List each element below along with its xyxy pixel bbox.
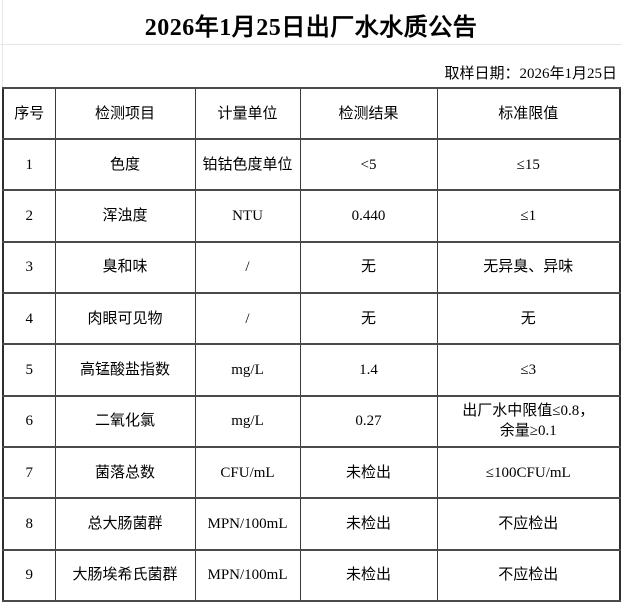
page-title: 2026年1月25日出厂水水质公告 [144, 15, 478, 41]
table-cell: 1.4 [299, 343, 438, 397]
table-row: 2 浑浊度 NTU 0.440 ≤1 [2, 189, 621, 243]
sampling-date-label: 取样日期：2026年1月25日 [444, 66, 617, 82]
table-cell: 无 [299, 240, 438, 294]
table-row: 4 肉眼可见物 / 无无 [2, 291, 621, 346]
table-header-cell: 检测结果 [299, 87, 438, 140]
table-cell: 0.440 [299, 189, 438, 243]
table-cell: MPN/100mL [194, 497, 301, 551]
table-cell: ≤1 [436, 189, 621, 243]
table-cell: <5 [299, 137, 438, 192]
table-header-cell: 标准限值 [436, 87, 621, 140]
table-cell: 8 [2, 497, 56, 551]
table-cell: ≤15 [436, 137, 621, 192]
table-cell: 浑浊度 [54, 189, 196, 243]
table-header-row: 序号 检测项目 计量单位 检测结果 标准限值 [2, 87, 621, 140]
table-header-cell: 序号 [2, 87, 56, 140]
table-cell: ≤3 [436, 343, 621, 397]
table-row: 1 色度 铂钴色度单位 <5 ≤15 [2, 137, 621, 192]
table-cell: 色度 [54, 137, 196, 192]
table-cell: 4 [2, 291, 56, 346]
table-cell: 铂钴色度单位 [194, 137, 301, 192]
table-cell: 无异臭、异味 [436, 240, 621, 294]
table-cell: MPN/100mL [194, 548, 301, 603]
table-cell: 大肠埃希氏菌群 [54, 548, 196, 603]
table-cell: / [194, 291, 301, 346]
table-cell: 未检出 [299, 548, 438, 603]
table-row: 7 菌落总数 CFU/mL 未检出 ≤100CFU/mL [2, 445, 621, 500]
water-quality-table: 序号 检测项目 计量单位 检测结果 标准限值 1 色度 铂钴色度单位 <5 ≤15 2 浑浊度 NTU… [2, 87, 621, 603]
table-cell: 臭和味 [54, 240, 196, 294]
table-cell: 6 [2, 394, 56, 448]
table-cell: 2 [2, 189, 56, 243]
table-cell: 菌落总数 [54, 445, 196, 500]
table-cell: ≤100CFU/mL [436, 445, 621, 500]
table-cell: 肉眼可见物 [54, 291, 196, 346]
table-row: 3 臭和味 / 无无异臭、异味 [2, 240, 621, 294]
table-cell: 1 [2, 137, 56, 192]
table-cell: / [194, 240, 301, 294]
table-cell: 未检出 [299, 445, 438, 500]
table-cell: 不应检出 [436, 497, 621, 551]
table-row: 5 高锰酸盐指数 mg/L 1.4 ≤3 [2, 343, 621, 397]
table-cell: 无 [436, 291, 621, 346]
table-cell: 未检出 [299, 497, 438, 551]
table-cell: mg/L [194, 394, 301, 448]
sheet-gridline-vertical [2, 0, 3, 87]
table-cell: 3 [2, 240, 56, 294]
table-cell: 出厂水中限值≤0.8， 余量≥0.1 [436, 394, 621, 448]
table-cell: 5 [2, 343, 56, 397]
table-row: 9 大肠埃希氏菌群 MPN/100mL 未检出 不应检出 [2, 548, 621, 603]
table-cell: 9 [2, 548, 56, 603]
table-cell: 总大肠菌群 [54, 497, 196, 551]
table-cell: 二氧化氯 [54, 394, 196, 448]
table-cell: 0.27 [299, 394, 438, 448]
table-header-cell: 检测项目 [54, 87, 196, 140]
table-cell: NTU [194, 189, 301, 243]
table-header-cell: 计量单位 [194, 87, 301, 140]
table-row: 8 总大肠菌群 MPN/100mL 未检出 不应检出 [2, 497, 621, 551]
table-cell: mg/L [194, 343, 301, 397]
table-cell: 高锰酸盐指数 [54, 343, 196, 397]
table-body: 1 色度 铂钴色度单位 <5 ≤15 2 浑浊度 NTU 0.440 ≤1 3 臭和味 / 无无异臭、异味… [2, 137, 621, 603]
table-cell: CFU/mL [194, 445, 301, 500]
table-cell: 无 [299, 291, 438, 346]
table-cell: 不应检出 [436, 548, 621, 603]
table-row: 6 二氧化氯 mg/L 0.27 出厂水中限值≤0.8， 余量≥0.1 [2, 394, 621, 448]
sheet-gridline-horizontal [0, 44, 622, 45]
table-cell: 7 [2, 445, 56, 500]
